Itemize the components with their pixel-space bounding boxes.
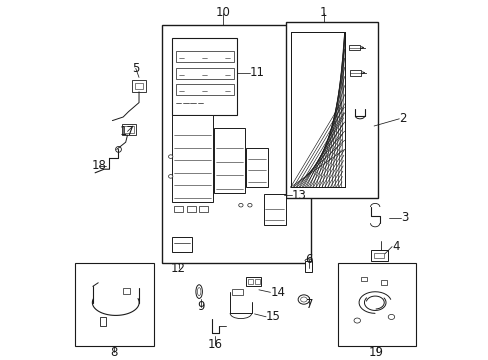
- Bar: [172, 38, 237, 115]
- Bar: [176, 68, 233, 79]
- Ellipse shape: [387, 314, 394, 319]
- Ellipse shape: [247, 203, 251, 207]
- Bar: [348, 45, 359, 50]
- Bar: [122, 124, 136, 135]
- Text: 1: 1: [319, 6, 327, 19]
- Bar: [246, 277, 261, 286]
- Text: 4: 4: [391, 240, 399, 253]
- Bar: [264, 194, 285, 225]
- Ellipse shape: [300, 297, 306, 302]
- Bar: [124, 126, 133, 133]
- Bar: [370, 250, 387, 261]
- Bar: [285, 22, 377, 198]
- Bar: [100, 317, 106, 326]
- Ellipse shape: [196, 285, 202, 298]
- Text: 9: 9: [197, 300, 204, 313]
- Bar: [246, 148, 267, 187]
- Text: 10: 10: [215, 6, 230, 19]
- Text: 19: 19: [368, 346, 384, 359]
- Text: 18: 18: [91, 159, 106, 172]
- Bar: [162, 25, 310, 263]
- Bar: [305, 261, 311, 272]
- Bar: [248, 279, 253, 284]
- Bar: [290, 32, 344, 187]
- Text: 8: 8: [110, 346, 118, 359]
- Ellipse shape: [298, 295, 309, 304]
- Bar: [176, 84, 233, 95]
- Bar: [213, 128, 244, 193]
- Bar: [199, 206, 208, 212]
- Text: 6: 6: [305, 253, 312, 266]
- Bar: [337, 263, 415, 346]
- Bar: [172, 237, 192, 252]
- Text: 16: 16: [207, 338, 222, 351]
- Bar: [186, 206, 196, 212]
- Bar: [360, 276, 366, 281]
- Ellipse shape: [168, 155, 172, 158]
- Bar: [122, 288, 130, 293]
- Ellipse shape: [197, 288, 201, 296]
- Text: 3: 3: [400, 211, 407, 224]
- Text: 15: 15: [265, 310, 281, 323]
- Text: 13: 13: [291, 189, 306, 202]
- Text: 5: 5: [132, 62, 139, 75]
- Bar: [254, 279, 260, 284]
- Bar: [171, 115, 213, 202]
- Bar: [349, 70, 360, 76]
- Text: 14: 14: [270, 286, 285, 299]
- Bar: [135, 83, 142, 89]
- Text: 17: 17: [120, 125, 135, 138]
- Ellipse shape: [168, 175, 172, 178]
- Ellipse shape: [353, 318, 360, 323]
- Ellipse shape: [238, 203, 243, 207]
- Bar: [176, 51, 233, 62]
- Text: 11: 11: [249, 66, 264, 79]
- Bar: [290, 32, 344, 187]
- Text: 12: 12: [171, 262, 186, 275]
- Text: 7: 7: [305, 298, 312, 311]
- Bar: [75, 263, 153, 346]
- Bar: [174, 206, 183, 212]
- Bar: [373, 253, 384, 258]
- Text: 2: 2: [399, 112, 406, 125]
- Bar: [132, 80, 145, 92]
- Bar: [231, 289, 242, 295]
- Bar: [380, 280, 386, 284]
